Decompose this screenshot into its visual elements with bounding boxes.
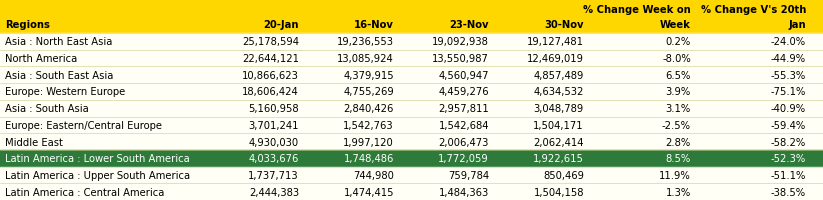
Text: -55.3%: -55.3%: [771, 70, 806, 80]
Text: Asia : South East Asia: Asia : South East Asia: [5, 70, 114, 80]
Text: 4,459,276: 4,459,276: [439, 87, 489, 97]
Text: 850,469: 850,469: [543, 170, 584, 180]
Text: Europe: Western Europe: Europe: Western Europe: [5, 87, 125, 97]
Text: Week: Week: [660, 20, 691, 30]
Text: Europe: Eastern/Central Europe: Europe: Eastern/Central Europe: [5, 120, 162, 130]
Bar: [0, 100, 823, 117]
Text: 1,737,713: 1,737,713: [249, 170, 299, 180]
Text: 30-Nov: 30-Nov: [545, 20, 584, 30]
Text: 4,379,915: 4,379,915: [343, 70, 394, 80]
Text: -24.0%: -24.0%: [771, 37, 806, 47]
Text: Regions: Regions: [5, 20, 50, 30]
Text: 4,033,676: 4,033,676: [249, 153, 299, 163]
Text: 8.5%: 8.5%: [666, 153, 691, 163]
Text: 13,550,987: 13,550,987: [432, 54, 489, 64]
Text: Asia : South Asia: Asia : South Asia: [5, 104, 89, 114]
Text: 1,504,171: 1,504,171: [533, 120, 584, 130]
Text: -52.3%: -52.3%: [771, 153, 806, 163]
Text: 3,701,241: 3,701,241: [249, 120, 299, 130]
Text: -58.2%: -58.2%: [771, 137, 806, 147]
Bar: [0, 84, 823, 100]
Text: 2,840,426: 2,840,426: [344, 104, 394, 114]
Text: Latin America : Upper South America: Latin America : Upper South America: [5, 170, 190, 180]
Bar: [0, 150, 823, 167]
Text: 23-Nov: 23-Nov: [449, 20, 489, 30]
Text: 1,748,486: 1,748,486: [344, 153, 394, 163]
Text: 4,857,489: 4,857,489: [533, 70, 584, 80]
Text: -44.9%: -44.9%: [771, 54, 806, 64]
Text: 4,930,030: 4,930,030: [249, 137, 299, 147]
Text: 19,092,938: 19,092,938: [432, 37, 489, 47]
Text: 6.5%: 6.5%: [666, 70, 691, 80]
Text: 12,469,019: 12,469,019: [527, 54, 584, 64]
Text: Latin America : Central America: Latin America : Central America: [5, 187, 165, 197]
Text: 4,755,269: 4,755,269: [343, 87, 394, 97]
Text: Middle East: Middle East: [5, 137, 63, 147]
Text: 20-Jan: 20-Jan: [263, 20, 299, 30]
Text: 1,542,684: 1,542,684: [439, 120, 489, 130]
Bar: [0, 50, 823, 67]
Text: Asia : North East Asia: Asia : North East Asia: [5, 37, 113, 47]
Text: % Change Week on: % Change Week on: [584, 5, 691, 15]
Bar: [0, 0, 823, 34]
Text: 1,542,763: 1,542,763: [343, 120, 394, 130]
Text: 4,560,947: 4,560,947: [439, 70, 489, 80]
Text: -8.0%: -8.0%: [663, 54, 691, 64]
Bar: [0, 183, 823, 200]
Text: 25,178,594: 25,178,594: [242, 37, 299, 47]
Text: 1,504,158: 1,504,158: [533, 187, 584, 197]
Bar: [0, 117, 823, 134]
Text: 3.1%: 3.1%: [666, 104, 691, 114]
Text: 1,772,059: 1,772,059: [439, 153, 489, 163]
Text: 1,484,363: 1,484,363: [439, 187, 489, 197]
Text: 13,085,924: 13,085,924: [337, 54, 394, 64]
Text: North America: North America: [5, 54, 77, 64]
Bar: [0, 67, 823, 84]
Bar: [0, 167, 823, 183]
Text: 2,062,414: 2,062,414: [533, 137, 584, 147]
Text: 3,048,789: 3,048,789: [534, 104, 584, 114]
Text: 5,160,958: 5,160,958: [249, 104, 299, 114]
Text: 4,634,532: 4,634,532: [533, 87, 584, 97]
Text: -2.5%: -2.5%: [662, 120, 691, 130]
Text: -51.1%: -51.1%: [770, 170, 806, 180]
Bar: [0, 34, 823, 50]
Text: 18,606,424: 18,606,424: [242, 87, 299, 97]
Text: 1,922,615: 1,922,615: [533, 153, 584, 163]
Text: -40.9%: -40.9%: [771, 104, 806, 114]
Text: 19,127,481: 19,127,481: [527, 37, 584, 47]
Text: 19,236,553: 19,236,553: [337, 37, 394, 47]
Text: 759,784: 759,784: [448, 170, 489, 180]
Text: 1.3%: 1.3%: [666, 187, 691, 197]
Text: 2.8%: 2.8%: [666, 137, 691, 147]
Text: 1,474,415: 1,474,415: [343, 187, 394, 197]
Text: 2,006,473: 2,006,473: [439, 137, 489, 147]
Text: 744,980: 744,980: [353, 170, 394, 180]
Text: 10,866,623: 10,866,623: [242, 70, 299, 80]
Text: -75.1%: -75.1%: [770, 87, 806, 97]
Text: Jan: Jan: [788, 20, 806, 30]
Text: 1,997,120: 1,997,120: [343, 137, 394, 147]
Text: 16-Nov: 16-Nov: [354, 20, 394, 30]
Text: 3.9%: 3.9%: [666, 87, 691, 97]
Text: % Change V's 20th: % Change V's 20th: [700, 5, 806, 15]
Bar: [0, 134, 823, 150]
Text: Latin America : Lower South America: Latin America : Lower South America: [5, 153, 190, 163]
Text: -38.5%: -38.5%: [771, 187, 806, 197]
Text: 0.2%: 0.2%: [666, 37, 691, 47]
Text: 2,957,811: 2,957,811: [439, 104, 489, 114]
Text: -59.4%: -59.4%: [771, 120, 806, 130]
Text: 22,644,121: 22,644,121: [242, 54, 299, 64]
Text: 2,444,383: 2,444,383: [249, 187, 299, 197]
Text: 11.9%: 11.9%: [659, 170, 691, 180]
